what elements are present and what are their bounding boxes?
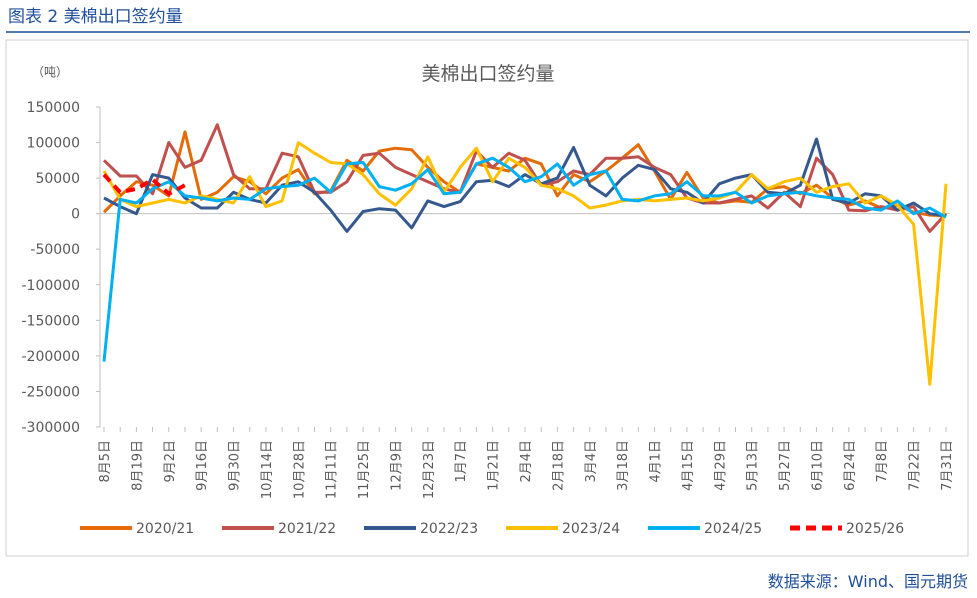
x-tick-label: 10月14日 <box>260 440 275 499</box>
y-tick-label: -250000 <box>22 384 81 400</box>
series-line <box>103 137 947 233</box>
chart-title: 美棉出口签约量 <box>421 63 554 85</box>
x-tick-label: 7月8日 <box>875 440 890 483</box>
x-tick-label: 11月11日 <box>325 440 340 499</box>
x-tick-label: 12月23日 <box>422 440 437 499</box>
series-line <box>102 141 948 386</box>
x-tick-label: 2月18日 <box>551 440 566 491</box>
x-tick-label: 3月4日 <box>584 440 599 483</box>
y-tick-label: 150000 <box>27 100 80 116</box>
series-line <box>102 156 947 362</box>
legend-label: 2022/23 <box>420 521 478 537</box>
x-tick-label: 7月22日 <box>908 440 923 491</box>
x-tick-label: 1月21日 <box>487 440 502 491</box>
x-tick-label: 9月30日 <box>228 440 243 491</box>
chart-frame <box>5 39 969 557</box>
plot: 150000 100000 50000 0 -50000 -100000 -150000 -2… <box>22 100 956 537</box>
y-tick-label: -300000 <box>22 420 81 436</box>
x-tick-label: 5月27日 <box>778 440 793 491</box>
x-tick-label: 3月18日 <box>616 440 631 491</box>
y-tick-label: -50000 <box>30 242 80 258</box>
series-line <box>102 173 186 196</box>
y-tick-label: 50000 <box>35 171 80 187</box>
x-tick-label: 12月9日 <box>389 440 404 491</box>
x-tick-label: 4月15日 <box>681 440 696 491</box>
x-tick-label: 8月5日 <box>98 440 113 483</box>
legend-label: 2020/21 <box>136 521 194 537</box>
x-tick-label: 8月19日 <box>130 440 145 491</box>
y-tick-label: 0 <box>71 207 80 223</box>
y-tick-label: 100000 <box>27 136 80 152</box>
x-tick-label: 10月28日 <box>292 440 307 499</box>
x-tick-label: 1月7日 <box>454 440 469 483</box>
x-tick-label: 9月16日 <box>195 440 210 491</box>
y-tick-label: -100000 <box>22 278 81 294</box>
figure-title: 图表 2 美棉出口签约量 <box>8 7 183 27</box>
y-axis-label: （吨） <box>32 65 68 79</box>
x-tick-label: 6月24日 <box>843 440 858 491</box>
legend-label: 2021/22 <box>278 521 336 537</box>
y-tick-label: -150000 <box>22 313 81 329</box>
x-tick-label: 9月2日 <box>163 440 178 483</box>
y-tick-label: -200000 <box>22 349 81 365</box>
source: 数据来源：Wind、国元期货 <box>768 572 968 591</box>
legend-label: 2023/24 <box>562 521 620 537</box>
x-tick-label: 4月29日 <box>713 440 728 491</box>
x-tick-label: 5月13日 <box>746 440 761 491</box>
x-tick-label: 4月1日 <box>649 440 664 483</box>
x-tick-label: 7月31日 <box>940 440 955 491</box>
x-tick-label: 6月10日 <box>810 440 825 491</box>
legend-label: 2024/25 <box>704 521 762 537</box>
x-tick-label: 2月4日 <box>519 440 534 483</box>
x-tick-label: 11月25日 <box>357 440 372 499</box>
legend-label: 2025/26 <box>846 521 904 537</box>
